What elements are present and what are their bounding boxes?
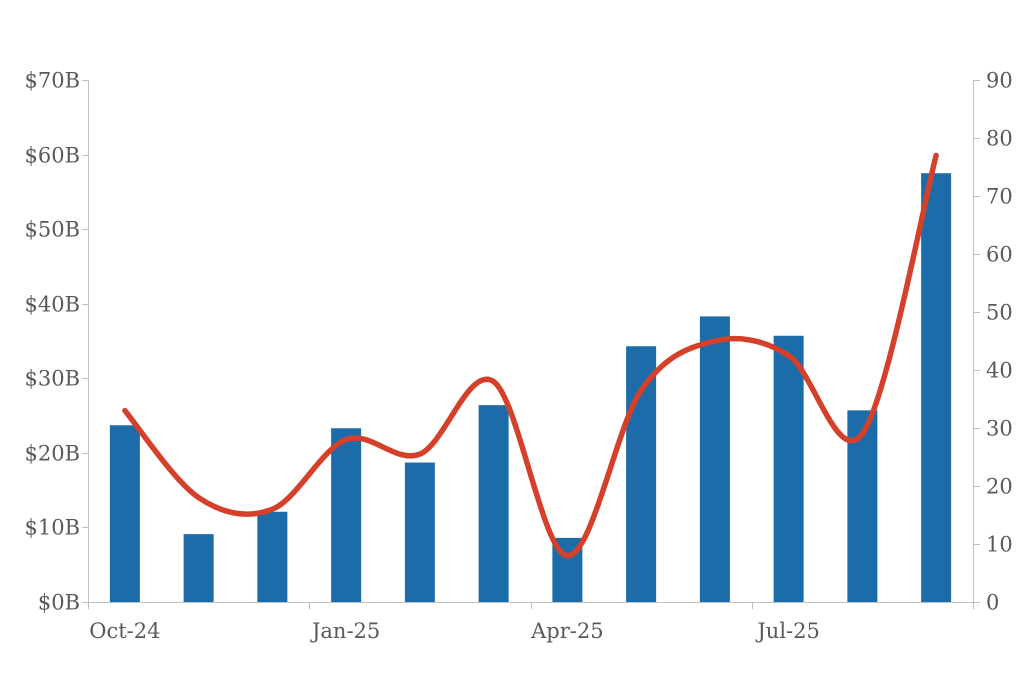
right-axis-tick-label: 90 (986, 69, 1013, 93)
left-axis-tick-label: $50B (24, 218, 80, 242)
bar (773, 335, 804, 602)
x-axis-tick-label: Oct-24 (89, 619, 160, 643)
right-axis-tick-label: 20 (986, 475, 1013, 499)
right-axis-tick-label: 60 (986, 243, 1013, 267)
x-axis-tick-label: Apr-25 (530, 619, 603, 643)
bar (109, 425, 140, 602)
bar (478, 405, 509, 602)
right-axis-tick-label: 30 (986, 417, 1013, 441)
right-axis-tick-label: 70 (986, 185, 1013, 209)
left-axis-tick-label: $20B (24, 442, 80, 466)
x-axis-tick-label: Jul-25 (755, 619, 819, 643)
left-axis-tick-label: $0B (38, 591, 80, 615)
right-axis-tick-label: 80 (986, 127, 1013, 151)
right-axis-tick-label: 40 (986, 359, 1013, 383)
left-axis-tick-label: $60B (24, 144, 80, 168)
bar (183, 534, 214, 602)
trend-line (122, 152, 939, 559)
left-axis-tick-label: $10B (24, 516, 80, 540)
left-axis-tick-label: $30B (24, 367, 80, 391)
bar (921, 173, 952, 602)
right-axis-tick-label: 0 (986, 591, 999, 615)
bar (626, 346, 657, 602)
bar (699, 316, 730, 602)
right-axis-tick-label: 50 (986, 301, 1013, 325)
left-axis-tick-label: $70B (24, 69, 80, 93)
bar (331, 428, 362, 602)
right-axis-tick-label: 10 (986, 533, 1013, 557)
left-axis-tick-label: $40B (24, 293, 80, 317)
bar (404, 462, 435, 602)
bar (257, 511, 288, 602)
x-axis-tick-label: Jan-25 (310, 619, 380, 643)
